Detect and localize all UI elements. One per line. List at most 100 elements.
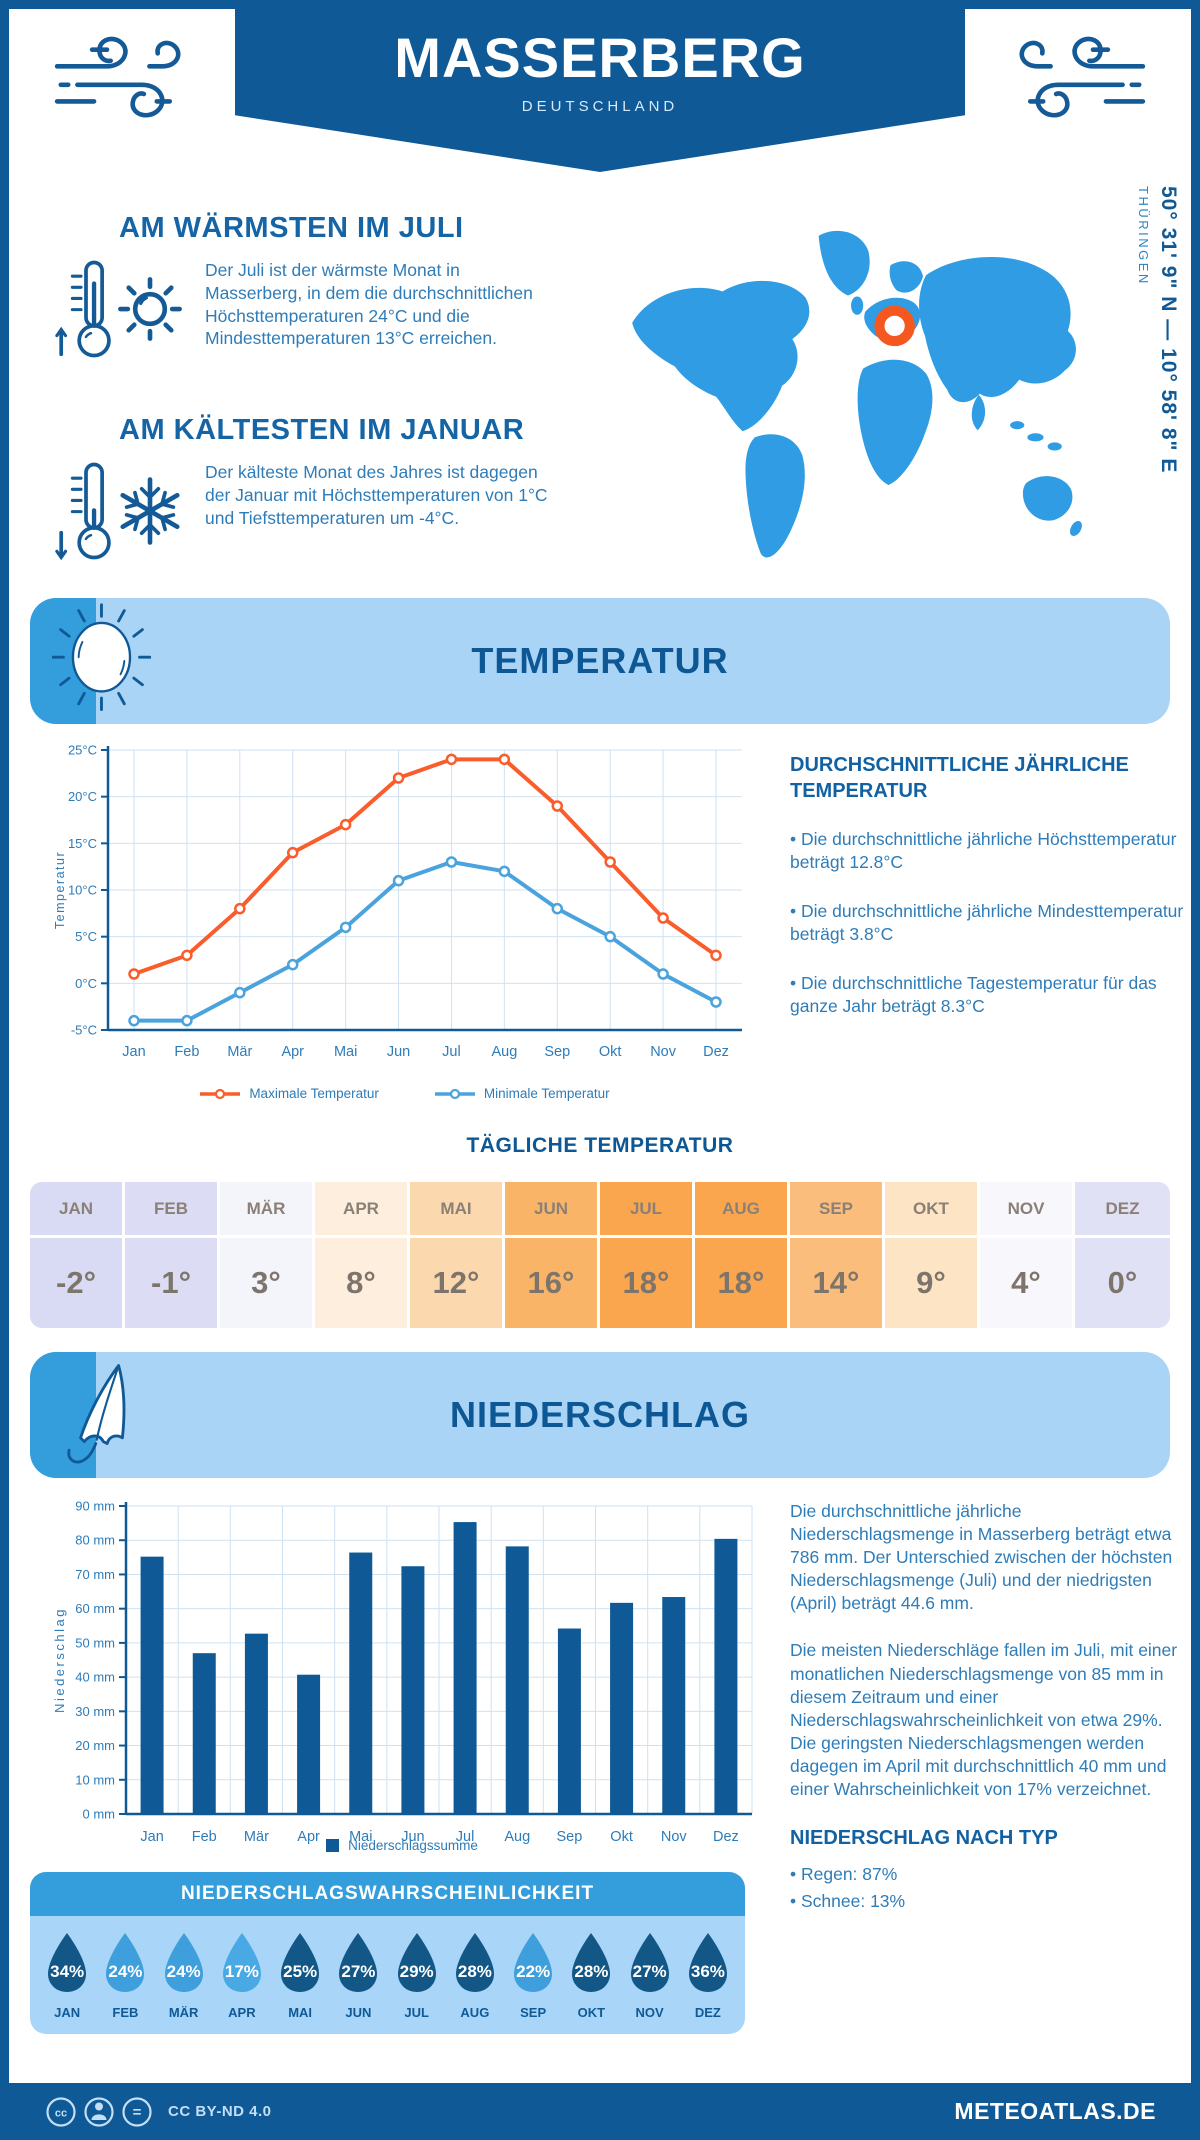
x-tick-label: Feb [192, 1829, 217, 1845]
probability-drop: 36% DEZ [679, 1930, 737, 2020]
x-tick-label: Aug [504, 1829, 530, 1845]
temperature-section-title: TEMPERATUR [471, 640, 729, 681]
bar [349, 1552, 373, 1814]
probability-drop: 28% AUG [446, 1930, 504, 2020]
y-tick-label: 15°C [68, 836, 97, 851]
y-tick-label: 20 mm [75, 1738, 115, 1753]
month-label: MÄR [168, 2005, 199, 2020]
temperature-cell: -1° [151, 1265, 191, 1300]
drop-shape [48, 1933, 87, 1992]
data-point [286, 958, 299, 971]
legend-marker [326, 1839, 340, 1852]
bar [192, 1653, 216, 1814]
month-label: FEB [112, 2005, 139, 2020]
x-tick-label: Mai [334, 1044, 357, 1060]
bar [244, 1633, 268, 1814]
water-drop-icon [281, 1933, 320, 1992]
warmest-month-block: AM WÄRMSTEN IM JULI Der Juli ist der wär… [55, 212, 625, 358]
x-tick-label: Dez [713, 1829, 739, 1845]
probability-drop: 29% JUL [388, 1930, 446, 2020]
data-point [234, 986, 246, 999]
bar [557, 1628, 581, 1814]
month-label: DEZ [694, 2005, 721, 2020]
water-drop-icon [572, 1933, 611, 1992]
annual-bullet: • Die durchschnittliche jährliche Höchst… [790, 829, 1177, 873]
band-accent-tab [30, 1352, 96, 1478]
bar [297, 1674, 321, 1814]
month-cell: AUG [695, 1182, 787, 1238]
probability-value: 28% [574, 1962, 609, 1981]
month-cell: JAN [30, 1182, 122, 1238]
drop-shape [514, 1933, 553, 1992]
legend-marker [434, 1088, 475, 1099]
x-tick-label: Okt [610, 1829, 633, 1845]
y-tick-label: -5°C [71, 1023, 97, 1038]
legend-label: Minimale Temperatur [483, 1086, 610, 1101]
drop-shape [455, 1933, 494, 1992]
data-point [181, 1014, 193, 1027]
table-column: NOV 4° [980, 1182, 1075, 1328]
x-tick-label: Nov [661, 1829, 688, 1845]
coordinates-block: 50° 31' 9" N — 10° 58' 8" E THÜRINGEN [1136, 186, 1180, 646]
precipitation-paragraphs: Die durchschnittliche jährliche Niedersc… [790, 1500, 1184, 1801]
month-cell: SEP [790, 1182, 882, 1238]
x-tick-label: Jan [140, 1829, 163, 1845]
x-tick-label: Apr [297, 1829, 320, 1845]
month-label: AUG [460, 2005, 490, 2020]
x-tick-label: Jun [401, 1829, 424, 1845]
series-line [134, 860, 717, 1023]
month-label: JAN [54, 2005, 81, 2020]
svg-text:=: = [133, 2104, 142, 2121]
precipitation-section-title: NIEDERSCHLAG [449, 1394, 751, 1435]
data-point [604, 930, 616, 943]
temperature-cell: 9° [916, 1265, 946, 1300]
drop-shape [106, 1933, 145, 1992]
x-tick-label: Nov [650, 1044, 677, 1060]
probability-drop: 24% FEB [96, 1930, 154, 2020]
x-tick-label: Okt [599, 1044, 622, 1060]
table-column: MAI 12° [410, 1182, 505, 1328]
data-point [181, 949, 193, 962]
cc-by-nd-icons: cc = [46, 2096, 152, 2127]
y-tick-label: 10 mm [75, 1772, 115, 1787]
table-column: FEB -1° [125, 1182, 220, 1328]
drop-shape [164, 1933, 203, 1992]
bar [714, 1538, 738, 1814]
data-point [604, 856, 616, 868]
temperature-cell: 4° [1011, 1265, 1041, 1300]
precipitation-paragraph: Die durchschnittliche jährliche Niedersc… [790, 1501, 1173, 1614]
month-label: NOV [635, 2005, 664, 2020]
month-cell: APR [315, 1182, 407, 1238]
region-label: THÜRINGEN [1136, 186, 1151, 286]
probability-drop: 25% MAI [271, 1930, 329, 2020]
annual-temperature-bullets: • Die durchschnittliche jährliche Höchst… [790, 828, 1184, 1019]
warmest-text: Der Juli ist der wärmste Monat in Masser… [205, 260, 533, 349]
temperature-chart-legend: Maximale Temperatur Minimale Temperatur [50, 1086, 760, 1101]
month-label: MAI [288, 2005, 313, 2020]
snowflake-icon [120, 477, 180, 545]
legend-square [326, 1839, 340, 1852]
x-tick-label: Mär [227, 1044, 252, 1060]
type-bullet: • Regen: 87% [790, 1864, 898, 1885]
annual-bullet: • Die durchschnittliche Tagestemperatur … [790, 973, 1157, 1017]
probability-heading: NIEDERSCHLAGSWAHRSCHEINLICHKEIT [30, 1872, 745, 1916]
temperature-line-chart: -5°C 0°C 5°C 10°C 15°C 20°C 25°C Jan Feb Mär Apr Ma… [53, 743, 742, 1060]
table-column: DEZ 0° [1075, 1182, 1170, 1328]
table-column: APR 8° [315, 1182, 410, 1328]
type-bullet: • Schnee: 13% [790, 1891, 906, 1912]
sun-icon [52, 603, 151, 711]
drop-shape [222, 1933, 261, 1992]
bar [453, 1522, 477, 1814]
month-label: JUN [345, 2005, 372, 2020]
data-point [128, 1014, 140, 1027]
data-point [445, 856, 458, 868]
coldest-text: Der kälteste Monat des Jahres ist dagege… [205, 462, 548, 528]
y-tick-label: 10°C [68, 883, 97, 898]
table-column: OKT 9° [885, 1182, 980, 1328]
page-subtitle: DEUTSCHLAND [521, 98, 679, 115]
month-label: APR [228, 2005, 256, 2020]
y-tick-label: 50 mm [75, 1635, 115, 1650]
probability-drop: 34% JAN [38, 1930, 96, 2020]
water-drop-icon [106, 1933, 145, 1992]
x-tick-label: Jul [442, 1044, 461, 1060]
